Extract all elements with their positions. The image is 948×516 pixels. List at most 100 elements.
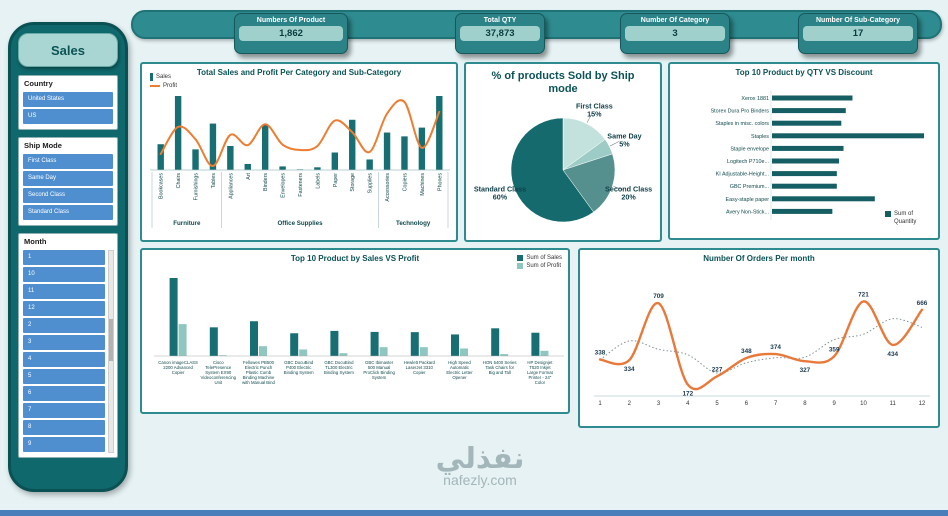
- top10-qty-bar-chart: Xerox 1881 Storex Dura Pro Binders Staples…: [711, 90, 924, 220]
- watermark: نفذلي nafezly.com: [398, 441, 562, 488]
- slicer-item-8[interactable]: 8: [23, 420, 105, 435]
- svg-text:374: 374: [770, 344, 781, 351]
- chart-panel-orders-per-month: Number Of Orders Per month 338 334 709 172 2…: [578, 248, 940, 428]
- slicer-list-container: Country United States US Ship Mode First Cla…: [18, 75, 118, 458]
- svg-text:Easy-staple paper: Easy-staple paper: [726, 197, 770, 203]
- svg-text:Supplies: Supplies: [368, 173, 374, 194]
- svg-text:7: 7: [774, 401, 778, 407]
- slicer-item-first-class[interactable]: First Class: [23, 154, 113, 169]
- combo-chart-legend: Sales Profit: [150, 73, 177, 91]
- sales-series-swatch: [150, 73, 153, 81]
- chart-title: Number Of Orders Per month: [703, 254, 815, 263]
- svg-text:Art: Art: [246, 172, 252, 179]
- slicer-item-2[interactable]: 2: [23, 318, 105, 333]
- slicer-ship-mode: Ship Mode First Class Same Day Second Class…: [18, 137, 118, 226]
- svg-text:Furniture: Furniture: [173, 220, 201, 227]
- sales-profit-legend: Sum of Sales Sum of Profit: [517, 255, 562, 271]
- qty-chart-legend: Sum of Quantity: [885, 211, 926, 228]
- svg-text:Office Supplies: Office Supplies: [277, 220, 323, 227]
- kpi-value: 17: [803, 26, 913, 41]
- slicer-item-6[interactable]: 6: [23, 386, 105, 401]
- slicer-item-1[interactable]: 1: [23, 250, 105, 265]
- svg-text:327: 327: [800, 367, 811, 374]
- svg-text:334: 334: [624, 366, 635, 373]
- svg-text:5: 5: [715, 401, 719, 407]
- slicer-item-second-class[interactable]: Second Class: [23, 188, 113, 203]
- slicer-item-standard-class[interactable]: Standard Class: [23, 205, 113, 220]
- kpi-card-number-of-subcategory: Number Of Sub-Category 17: [798, 13, 918, 54]
- svg-text:172: 172: [682, 391, 693, 398]
- slicer-item-4[interactable]: 4: [23, 352, 105, 367]
- chart-title: Top 10 Product by QTY VS Discount: [735, 68, 873, 77]
- svg-text:Chairs: Chairs: [176, 173, 182, 189]
- svg-text:Staples in misc. colors: Staples in misc. colors: [715, 121, 769, 127]
- svg-text:Staple envelope: Staple envelope: [730, 146, 769, 152]
- slicer-country: Country United States US: [18, 75, 118, 130]
- kpi-label: Numbers Of Product: [256, 17, 326, 24]
- slicer-item-12[interactable]: 12: [23, 301, 105, 316]
- svg-text:Technology: Technology: [396, 220, 431, 227]
- slicer-header: Country: [24, 79, 53, 88]
- month-slicer-scrollbar[interactable]: [108, 250, 114, 453]
- legend-label-sales: Sales: [156, 74, 172, 80]
- kpi-value: 37,873: [460, 26, 540, 41]
- svg-text:GBC Premium...: GBC Premium...: [730, 184, 769, 190]
- svg-text:Logitech P710e...: Logitech P710e...: [727, 159, 769, 165]
- kpi-card-number-of-products: Numbers Of Product 1,862: [234, 13, 348, 54]
- svg-text:Furnishings: Furnishings: [194, 173, 200, 201]
- kpi-label: Number Of Category: [640, 17, 710, 24]
- svg-text:Staples: Staples: [751, 134, 769, 140]
- svg-text:Fasteners: Fasteners: [298, 173, 304, 197]
- svg-text:Labels: Labels: [315, 173, 321, 189]
- slicer-header: Month: [24, 237, 47, 246]
- chart-title: Total Sales and Profit Per Category and …: [196, 68, 402, 77]
- svg-text:721: 721: [858, 291, 869, 298]
- slicer-item-11[interactable]: 11: [23, 284, 105, 299]
- watermark-arabic: نفذلي: [435, 441, 525, 475]
- svg-text:1: 1: [598, 401, 602, 407]
- chart-title: Top 10 Product by Sales VS Profit: [290, 254, 420, 263]
- svg-text:Bookcases: Bookcases: [159, 173, 165, 199]
- profit-series-swatch: [150, 85, 160, 87]
- svg-text:434: 434: [887, 351, 898, 358]
- svg-text:Avery Non-Stick...: Avery Non-Stick...: [726, 209, 769, 215]
- sum-of-sales-swatch: [517, 255, 524, 261]
- watermark-latin: nafezly.com: [443, 472, 517, 488]
- kpi-card-number-of-category: Number Of Category 3: [620, 13, 730, 54]
- kpi-label: Total QTY: [483, 17, 517, 24]
- slicer-item-7[interactable]: 7: [23, 403, 105, 418]
- legend-label-sum-profit: Sum of Profit: [526, 263, 561, 269]
- slicer-item-3[interactable]: 3: [23, 335, 105, 350]
- slicer-item-9[interactable]: 9: [23, 437, 105, 452]
- svg-text:Xerox 1881: Xerox 1881: [741, 96, 769, 102]
- svg-text:Tables: Tables: [211, 173, 217, 189]
- slicer-item-5[interactable]: 5: [23, 369, 105, 384]
- svg-text:Storex Dura Pro Binders: Storex Dura Pro Binders: [711, 109, 770, 115]
- svg-text:227: 227: [712, 366, 723, 373]
- chart-panel-top10-sales-profit: Top 10 Product by Sales VS Profit Sum of…: [140, 248, 570, 414]
- slicer-item-united-states[interactable]: United States: [23, 92, 113, 107]
- slicer-item-us[interactable]: US: [23, 109, 113, 124]
- legend-label-profit: Profit: [163, 83, 178, 89]
- chart-panel-sales-profit-category: Total Sales and Profit Per Category and …: [140, 62, 458, 242]
- slicer-item-10[interactable]: 10: [23, 267, 105, 282]
- svg-text:359: 359: [829, 346, 840, 353]
- slicer-item-same-day[interactable]: Same Day: [23, 171, 113, 186]
- svg-text:Storage: Storage: [350, 173, 356, 192]
- svg-text:KI Adjustable-Height...: KI Adjustable-Height...: [716, 172, 769, 178]
- kpi-card-total-qty: Total QTY 37,873: [455, 13, 545, 54]
- svg-text:9: 9: [833, 401, 837, 407]
- svg-text:8: 8: [803, 401, 807, 407]
- bottom-edge-strip: [0, 510, 948, 516]
- svg-text:709: 709: [653, 293, 664, 300]
- svg-text:666: 666: [917, 300, 928, 307]
